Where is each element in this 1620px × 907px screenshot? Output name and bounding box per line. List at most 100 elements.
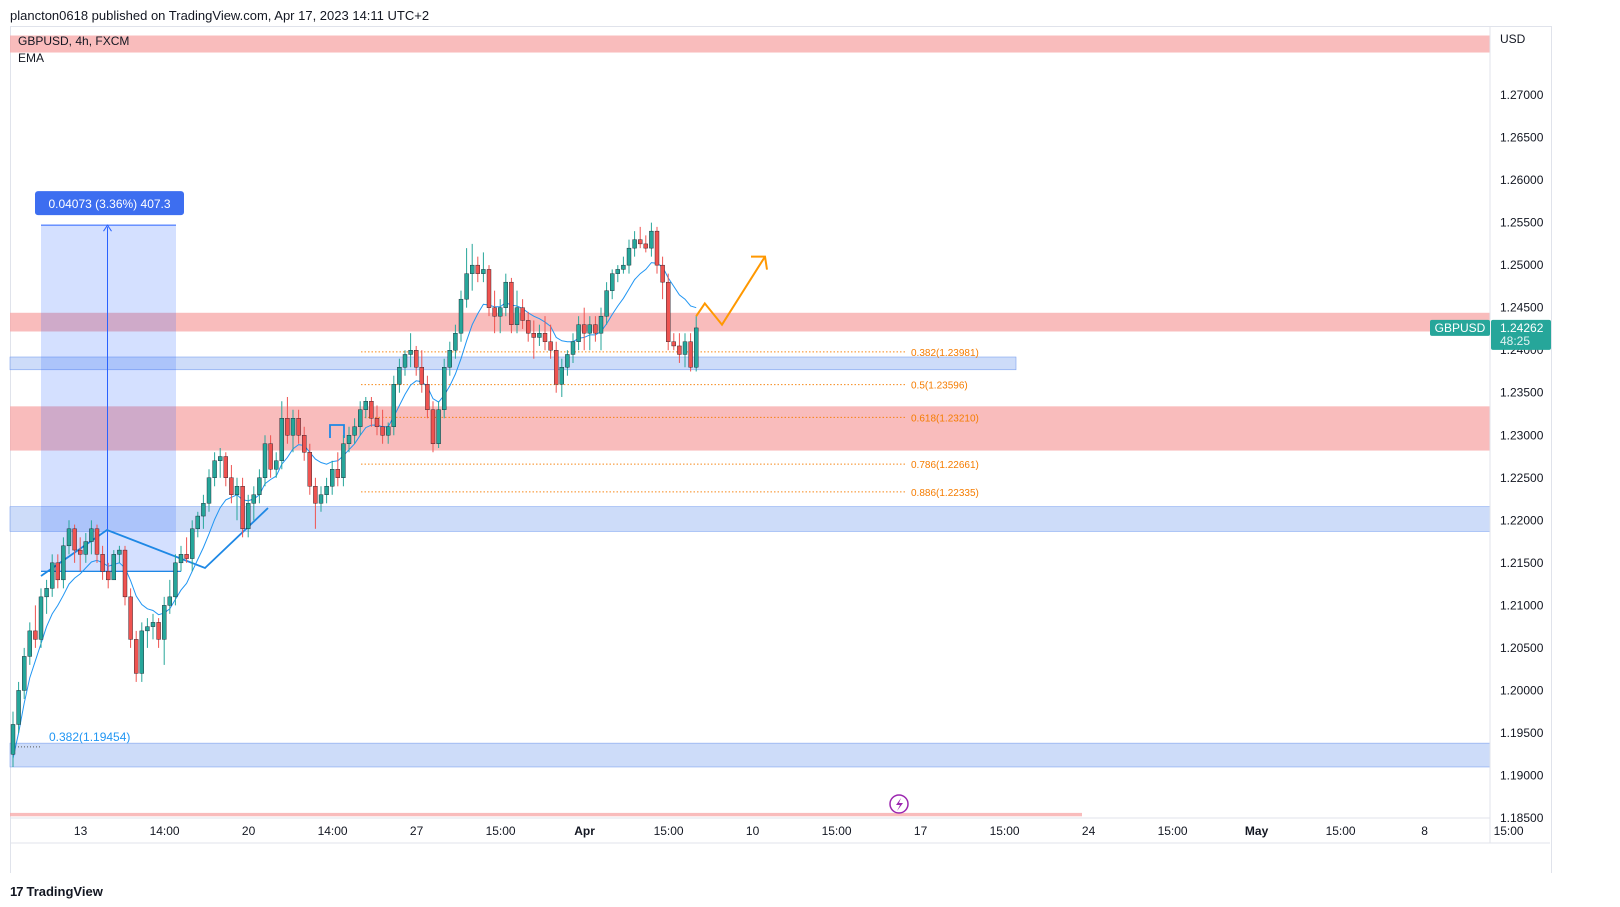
candle-body[interactable] [302, 435, 307, 453]
candle-body[interactable] [318, 494, 324, 504]
candle-body[interactable] [369, 401, 374, 419]
measure-range-box[interactable] [41, 225, 176, 572]
candle-body[interactable] [212, 460, 217, 478]
candle-body[interactable] [161, 605, 167, 640]
candle-body[interactable] [666, 281, 671, 342]
candle-body[interactable] [201, 503, 206, 517]
candle-body[interactable] [156, 622, 161, 640]
candle-body[interactable] [671, 341, 676, 347]
candle-body[interactable] [526, 320, 531, 334]
candle-body[interactable] [442, 367, 447, 410]
candle-body[interactable] [694, 327, 699, 368]
candle-body[interactable] [50, 562, 55, 589]
supply-zone-1[interactable] [10, 312, 1490, 332]
candle-body[interactable] [604, 290, 609, 317]
candle-body[interactable] [122, 549, 128, 598]
candle-body[interactable] [582, 324, 587, 334]
candle-body[interactable] [61, 545, 66, 581]
candle-body[interactable] [453, 332, 458, 351]
candle-body[interactable] [470, 264, 475, 274]
candle-body[interactable] [514, 307, 520, 325]
candle-body[interactable] [352, 426, 357, 436]
candle-body[interactable] [509, 281, 514, 325]
demand-zone-4[interactable] [9, 356, 1017, 371]
candle-body[interactable] [33, 630, 38, 640]
candle-body[interactable] [330, 469, 335, 487]
candle-body[interactable] [593, 324, 598, 334]
candle-body[interactable] [486, 269, 492, 308]
candle-body[interactable] [285, 418, 290, 436]
candle-body[interactable] [89, 528, 94, 542]
legend-symbol[interactable]: GBPUSD, 4h, FXCM [18, 34, 130, 48]
candle-body[interactable] [397, 367, 402, 385]
candle-body[interactable] [223, 456, 229, 478]
candle-body[interactable] [554, 350, 559, 385]
candle-body[interactable] [408, 350, 413, 355]
candle-body[interactable] [643, 243, 648, 249]
candle-body[interactable] [386, 426, 391, 436]
candle-body[interactable] [72, 528, 77, 551]
candle-body[interactable] [520, 307, 525, 321]
candle-body[interactable] [44, 588, 49, 598]
candle-body[interactable] [313, 486, 318, 504]
candle-body[interactable] [565, 354, 570, 368]
candle-body[interactable] [55, 562, 60, 581]
candle-body[interactable] [425, 384, 430, 410]
candle-body[interactable] [274, 460, 279, 470]
candle-body[interactable] [498, 307, 503, 317]
candle-body[interactable] [279, 418, 284, 461]
candle-body[interactable] [16, 690, 21, 725]
candle-body[interactable] [447, 350, 452, 368]
candle-body[interactable] [128, 596, 133, 640]
candle-body[interactable] [402, 354, 408, 368]
demand-zone-5[interactable] [9, 742, 1491, 768]
candle-body[interactable] [257, 477, 262, 495]
candle-body[interactable] [83, 541, 89, 555]
symbol-price-tag[interactable] [1430, 319, 1490, 336]
candle-body[interactable] [105, 571, 111, 581]
candle-body[interactable] [100, 554, 105, 572]
candle-body[interactable] [363, 401, 368, 410]
candle-body[interactable] [94, 528, 100, 555]
candle-body[interactable] [688, 341, 693, 368]
candle-body[interactable] [10, 724, 16, 755]
tradingview-logo[interactable]: 17 TradingView [10, 884, 103, 899]
candle-body[interactable] [481, 269, 486, 274]
candle-body[interactable] [173, 562, 178, 598]
candle-body[interactable] [503, 281, 508, 308]
candle-body[interactable] [430, 409, 436, 444]
candle-body[interactable] [677, 345, 682, 355]
candle-body[interactable] [111, 554, 117, 581]
candle-body[interactable] [559, 367, 564, 385]
candle-body[interactable] [268, 443, 273, 470]
candle-body[interactable] [195, 515, 201, 530]
candle-body[interactable] [262, 443, 268, 478]
candle-body[interactable] [436, 409, 441, 444]
candle-body[interactable] [27, 630, 32, 657]
candle-body[interactable] [150, 622, 156, 627]
candle-body[interactable] [576, 324, 581, 342]
candle-body[interactable] [548, 341, 553, 351]
candle-body[interactable] [245, 503, 251, 530]
candle-body[interactable] [324, 486, 329, 495]
supply-zone-0[interactable] [10, 35, 1490, 53]
candle-body[interactable] [458, 298, 464, 334]
candle-body[interactable] [133, 639, 139, 674]
candle-body[interactable] [492, 307, 497, 317]
candle-body[interactable] [391, 384, 396, 427]
candle-body[interactable] [475, 264, 480, 274]
candle-body[interactable] [587, 324, 592, 334]
candle-body[interactable] [335, 469, 340, 478]
candle-body[interactable] [145, 626, 150, 632]
candle-body[interactable] [307, 452, 312, 487]
candle-body[interactable] [531, 332, 536, 338]
candle-body[interactable] [638, 239, 643, 245]
candle-body[interactable] [626, 247, 632, 266]
candle-body[interactable] [189, 528, 195, 559]
candle-body[interactable] [346, 435, 352, 444]
candle-body[interactable] [178, 554, 184, 564]
measure-label-box[interactable] [35, 191, 184, 216]
candle-body[interactable] [570, 341, 576, 355]
candle-body[interactable] [234, 486, 240, 495]
